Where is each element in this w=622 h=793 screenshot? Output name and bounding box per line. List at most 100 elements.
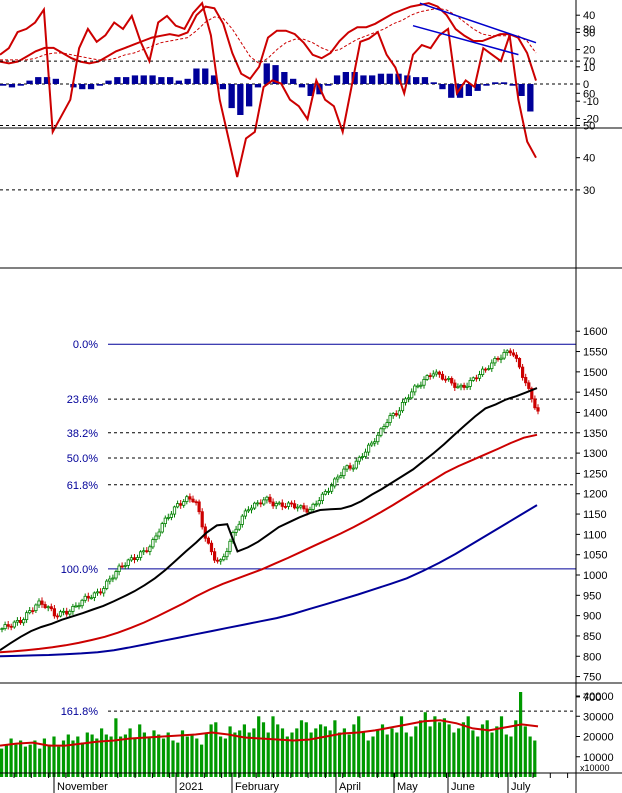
volume-bar — [314, 728, 318, 777]
candle-body — [15, 620, 20, 623]
volume-bar — [228, 726, 232, 777]
volume-bar — [71, 740, 75, 777]
candle-body — [114, 571, 118, 579]
axis-tick-label: 1450 — [583, 387, 607, 399]
candle-body — [62, 610, 66, 613]
candle-body — [163, 517, 167, 524]
candle-body — [117, 565, 121, 572]
volume-bar — [357, 716, 361, 778]
candle-body — [3, 624, 7, 629]
volume-bar — [190, 734, 194, 777]
candle-body — [370, 442, 374, 446]
macd-histogram-bar — [123, 77, 130, 84]
candle-body — [21, 619, 26, 624]
volume-bar — [390, 728, 394, 777]
volume-bars — [0, 692, 537, 778]
candle-body — [108, 578, 112, 582]
volume-bar — [323, 726, 327, 777]
candle-body — [222, 556, 226, 561]
candle-body — [403, 398, 408, 403]
candle-body — [34, 604, 38, 611]
price-axis-ticks: 1600 1550 1500 1450 1400 1350 1300 1250 1200 1150… — [576, 326, 607, 704]
macd-histogram-bar — [17, 84, 24, 86]
macd-histogram-bar — [509, 84, 516, 86]
candle-body — [514, 354, 519, 359]
candle-body — [197, 501, 201, 513]
volume-bar — [271, 716, 275, 778]
candle-body — [206, 537, 210, 544]
axis-tick-label: 1000 — [583, 570, 607, 582]
macd-histogram-bar — [237, 84, 244, 115]
volume-bar — [476, 736, 480, 777]
x-axis-label: July — [511, 781, 531, 793]
macd-histogram-bar — [465, 84, 472, 96]
macd-histogram-bar — [377, 73, 385, 84]
candle-body — [219, 559, 223, 562]
x-axis-label: April — [339, 781, 361, 793]
axis-tick-label: 1250 — [583, 468, 607, 480]
candle-body — [493, 357, 497, 364]
candle-body — [419, 384, 423, 387]
candle-body — [157, 531, 161, 537]
candle-body — [126, 559, 130, 566]
candle-body — [440, 373, 445, 380]
volume-bar — [252, 728, 256, 777]
macd-histogram-bar — [456, 84, 464, 98]
candle-body — [65, 610, 69, 615]
rsi-line — [0, 1, 537, 178]
volume-bar — [0, 748, 4, 777]
candle-body — [123, 565, 127, 567]
volume-bar — [19, 740, 23, 777]
candle-body — [142, 550, 146, 553]
candle-body — [209, 542, 214, 553]
macd-histogram-bar — [448, 84, 455, 98]
axis-tick-label: 1400 — [583, 407, 607, 419]
candle-body — [166, 517, 170, 519]
candle-body — [339, 475, 343, 478]
candle-body — [138, 551, 143, 558]
volume-bar — [147, 736, 151, 777]
volume-bar — [185, 736, 189, 777]
volume-bar — [352, 724, 356, 777]
candle-body — [286, 502, 291, 507]
candle-body — [530, 388, 534, 400]
candle-body — [37, 600, 41, 606]
volume-bar — [523, 726, 527, 777]
candle-body — [357, 456, 361, 462]
volume-bar — [438, 722, 442, 777]
candle-body — [246, 509, 250, 512]
macd-histogram-bar — [483, 84, 490, 86]
candle-body — [416, 385, 420, 388]
axis-tick-label: -20 — [583, 113, 599, 125]
volume-bar — [423, 712, 427, 777]
volume-bar — [195, 738, 199, 777]
axis-tick-label: 60 — [583, 88, 595, 100]
axis-tick-label: 30 — [583, 27, 595, 39]
macd-panel: 40 30 20 10 0 -10 -20 — [0, 2, 599, 125]
candle-body — [83, 595, 87, 601]
candle-body — [24, 612, 29, 621]
candle-body — [77, 605, 81, 608]
candle-body — [237, 523, 241, 530]
macd-histogram-bar — [219, 84, 226, 90]
candle-body — [256, 502, 260, 505]
macd-histogram-bar — [298, 84, 306, 88]
volume-bar — [209, 724, 213, 777]
axis-tick-label: 1100 — [583, 529, 607, 541]
axis-tick-label: 20 — [583, 45, 595, 57]
volume-bar — [380, 724, 385, 777]
macd-histogram-bar — [79, 84, 86, 90]
volume-axis-ticks: 40000 30000 20000 10000 — [576, 691, 614, 764]
candle-body — [154, 535, 158, 540]
x-axis-label: June — [451, 781, 475, 793]
macd-histogram-bar — [167, 77, 174, 84]
macd-histogram-bar — [492, 82, 499, 84]
volume-bar — [109, 736, 113, 777]
candle-body — [496, 357, 500, 360]
volume-panel: 40000 30000 20000 10000 x10000 — [0, 691, 614, 778]
candle-body — [323, 491, 328, 495]
candle-body — [299, 505, 303, 508]
candle-body — [348, 465, 352, 469]
candle-body — [12, 621, 16, 628]
